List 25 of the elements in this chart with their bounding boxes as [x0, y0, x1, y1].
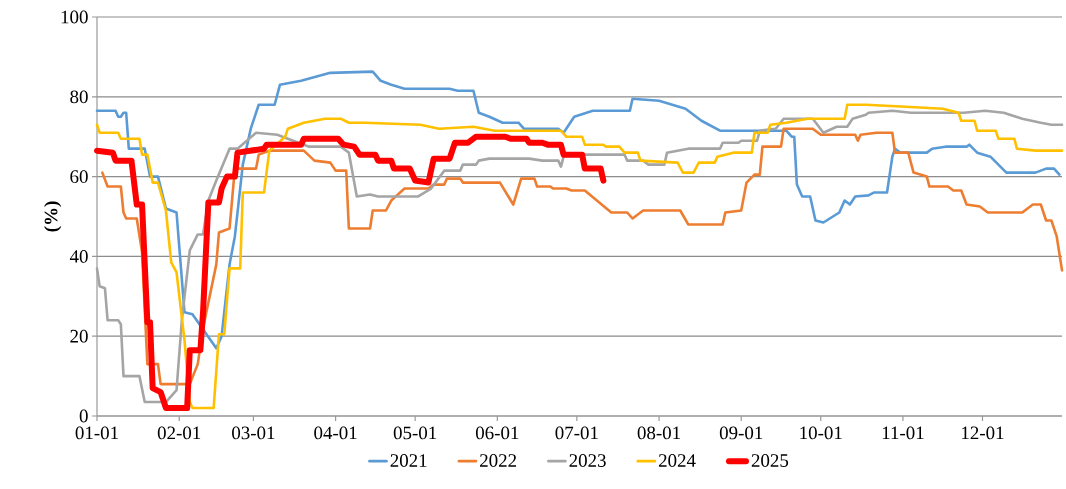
x-tick-label: 11-01 [882, 426, 924, 440]
legend-label: 2022 [480, 454, 517, 467]
x-tick-label: 02-01 [157, 426, 201, 440]
y-tick-label: 80 [70, 90, 88, 104]
y-tick-label: 100 [61, 10, 88, 24]
x-tick-label: 07-01 [555, 426, 598, 440]
y-tick-label: 20 [70, 329, 88, 343]
x-tick-label: 12-01 [962, 426, 1004, 440]
y-tick-label: 0 [79, 409, 88, 423]
x-tick-label: 08-01 [637, 426, 680, 440]
y-axis-title: (%) [44, 201, 62, 232]
legend-label: 2024 [658, 454, 696, 467]
legend-label: 2025 [751, 454, 789, 467]
x-tick-label: 06-01 [475, 426, 519, 440]
x-tick-label: 05-01 [393, 426, 437, 440]
x-tick-label: 10-01 [800, 426, 842, 440]
y-tick-label: 40 [69, 250, 88, 263]
legend-label: 2021 [390, 454, 427, 467]
y-tick-label: 60 [70, 170, 88, 183]
line-series [95, 70, 1061, 350]
x-tick-label: 01-01 [75, 426, 118, 440]
x-tick-label: 03-01 [232, 426, 275, 440]
x-tick-label: 04-01 [314, 426, 357, 440]
legend-label: 2023 [569, 454, 606, 467]
x-tick-label: 09-01 [719, 426, 763, 440]
